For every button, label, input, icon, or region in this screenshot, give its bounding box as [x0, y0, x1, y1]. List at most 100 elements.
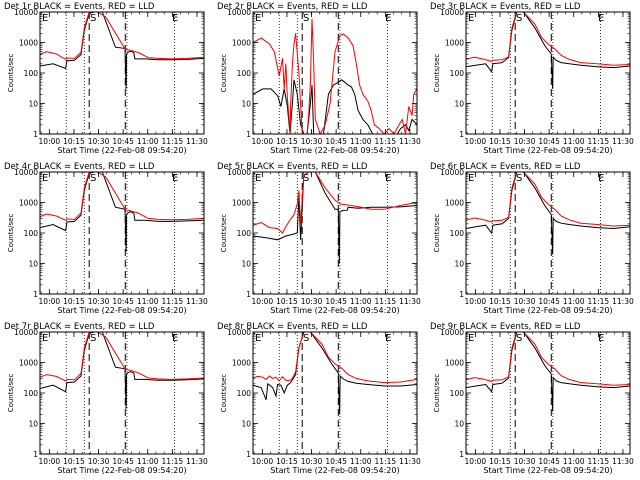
y-tick-label: 100 — [24, 389, 39, 398]
annotation-letter-s: S — [303, 13, 309, 24]
y-tick-label: 10000 — [14, 328, 38, 337]
series-lld — [253, 18, 417, 134]
y-tick-label: 10 — [241, 260, 251, 269]
x-tick-label: 11:15 — [375, 297, 397, 306]
y-tick-label: 1000 — [445, 39, 464, 48]
x-tick-label: 10:15 — [489, 457, 511, 466]
y-axis-label: Counts/sec — [220, 214, 228, 253]
x-tick-label: 10:30 — [301, 297, 323, 306]
series-events — [466, 12, 630, 89]
annotation-letter-e: E — [255, 333, 261, 344]
annotation-letter-s: S — [516, 13, 522, 24]
y-axis-label: Counts/sec — [220, 374, 228, 413]
x-tick-label: 11:30 — [612, 137, 634, 146]
x-tick-label: 10:00 — [252, 457, 274, 466]
x-tick-label: 11:00 — [137, 137, 159, 146]
x-tick-label: 11:00 — [137, 457, 159, 466]
x-tick-label: 10:15 — [63, 297, 85, 306]
annotation-letter-e: E — [172, 13, 178, 24]
x-tick-label: 11:00 — [350, 137, 372, 146]
y-tick-label: 1000 — [445, 199, 464, 208]
x-tick-label: 11:00 — [563, 137, 585, 146]
annotation-letter-e: E — [42, 333, 48, 344]
x-tick-label: 10:45 — [112, 457, 134, 466]
x-tick-label: 11:15 — [588, 457, 610, 466]
x-tick-label: 10:45 — [325, 297, 347, 306]
x-tick-label: 10:45 — [325, 137, 347, 146]
annotation-letter-s: S — [90, 13, 96, 24]
series-events — [466, 172, 630, 255]
y-axis-label: Counts/sec — [433, 374, 441, 413]
y-axis-label: Counts/sec — [433, 54, 441, 93]
y-tick-label: 1000 — [232, 359, 251, 368]
x-axis-label: Start Time (22-Feb-08 09:54:20) — [270, 146, 399, 155]
x-axis-label: Start Time (22-Feb-08 09:54:20) — [483, 306, 612, 315]
y-tick-label: 100 — [450, 229, 465, 238]
y-tick-label: 100 — [237, 389, 252, 398]
y-axis-label: Counts/sec — [7, 374, 15, 413]
plot-frame — [39, 331, 205, 455]
y-tick-label: 100 — [450, 389, 465, 398]
x-tick-label: 10:45 — [538, 137, 560, 146]
x-tick-label: 10:45 — [538, 297, 560, 306]
x-tick-label: 10:15 — [63, 457, 85, 466]
y-tick-label: 10 — [241, 100, 251, 109]
annotation-letter-s: S — [90, 333, 96, 344]
y-tick-label: 10 — [241, 420, 251, 429]
x-tick-label: 11:00 — [563, 457, 585, 466]
x-tick-label: 10:45 — [325, 457, 347, 466]
x-tick-label: 10:30 — [88, 457, 110, 466]
y-tick-label: 1 — [459, 290, 464, 299]
plot-frame — [39, 171, 205, 295]
x-tick-label: 11:00 — [350, 457, 372, 466]
series-lld — [253, 172, 417, 234]
series-lld — [253, 332, 417, 384]
x-tick-label: 10:45 — [112, 137, 134, 146]
y-tick-label: 10 — [28, 420, 38, 429]
x-tick-label: 10:30 — [301, 137, 323, 146]
panel-title: Det 1r BLACK = Events, RED = LLD — [4, 2, 155, 12]
annotation-letter-e: E — [172, 333, 178, 344]
y-tick-label: 10000 — [227, 8, 251, 17]
y-tick-label: 1 — [246, 290, 251, 299]
x-tick-label: 11:30 — [186, 297, 208, 306]
panel-title: Det 4r BLACK = Events, RED = LLD — [4, 162, 155, 172]
y-axis-label: Counts/sec — [7, 54, 15, 93]
series-events — [253, 79, 417, 134]
annotation-letter-e: E — [255, 13, 261, 24]
series-lld — [40, 172, 204, 221]
y-axis-label: Counts/sec — [7, 214, 15, 253]
annotation-letter-e: E — [598, 13, 604, 24]
x-tick-label: 10:15 — [489, 137, 511, 146]
x-axis-label: Start Time (22-Feb-08 09:54:20) — [483, 466, 612, 475]
y-tick-label: 1 — [459, 130, 464, 139]
x-tick-label: 10:30 — [88, 137, 110, 146]
x-tick-label: 11:15 — [162, 137, 184, 146]
series-events — [466, 332, 630, 412]
series-lld — [40, 12, 204, 61]
y-tick-label: 10000 — [14, 168, 38, 177]
annotation-letter-e: E — [468, 173, 474, 184]
y-tick-label: 10 — [28, 260, 38, 269]
x-axis-label: Start Time (22-Feb-08 09:54:20) — [483, 146, 612, 155]
panel-title: Det 3r BLACK = Events, RED = LLD — [430, 2, 581, 12]
x-tick-label: 10:45 — [538, 457, 560, 466]
y-tick-label: 1 — [459, 450, 464, 459]
annotation-letter-e: E — [385, 13, 391, 24]
x-tick-label: 10:30 — [301, 457, 323, 466]
plot-frame — [252, 171, 418, 295]
x-tick-label: 11:15 — [588, 297, 610, 306]
series-lld — [466, 172, 630, 227]
series-lld — [466, 12, 630, 66]
x-tick-label: 11:00 — [350, 297, 372, 306]
y-tick-label: 1000 — [232, 199, 251, 208]
x-tick-label: 10:00 — [465, 297, 487, 306]
panel-title: Det 5r BLACK = Events, RED = LLD — [217, 162, 368, 172]
x-axis-label: Start Time (22-Feb-08 09:54:20) — [270, 306, 399, 315]
annotation-letter-s: S — [90, 173, 96, 184]
